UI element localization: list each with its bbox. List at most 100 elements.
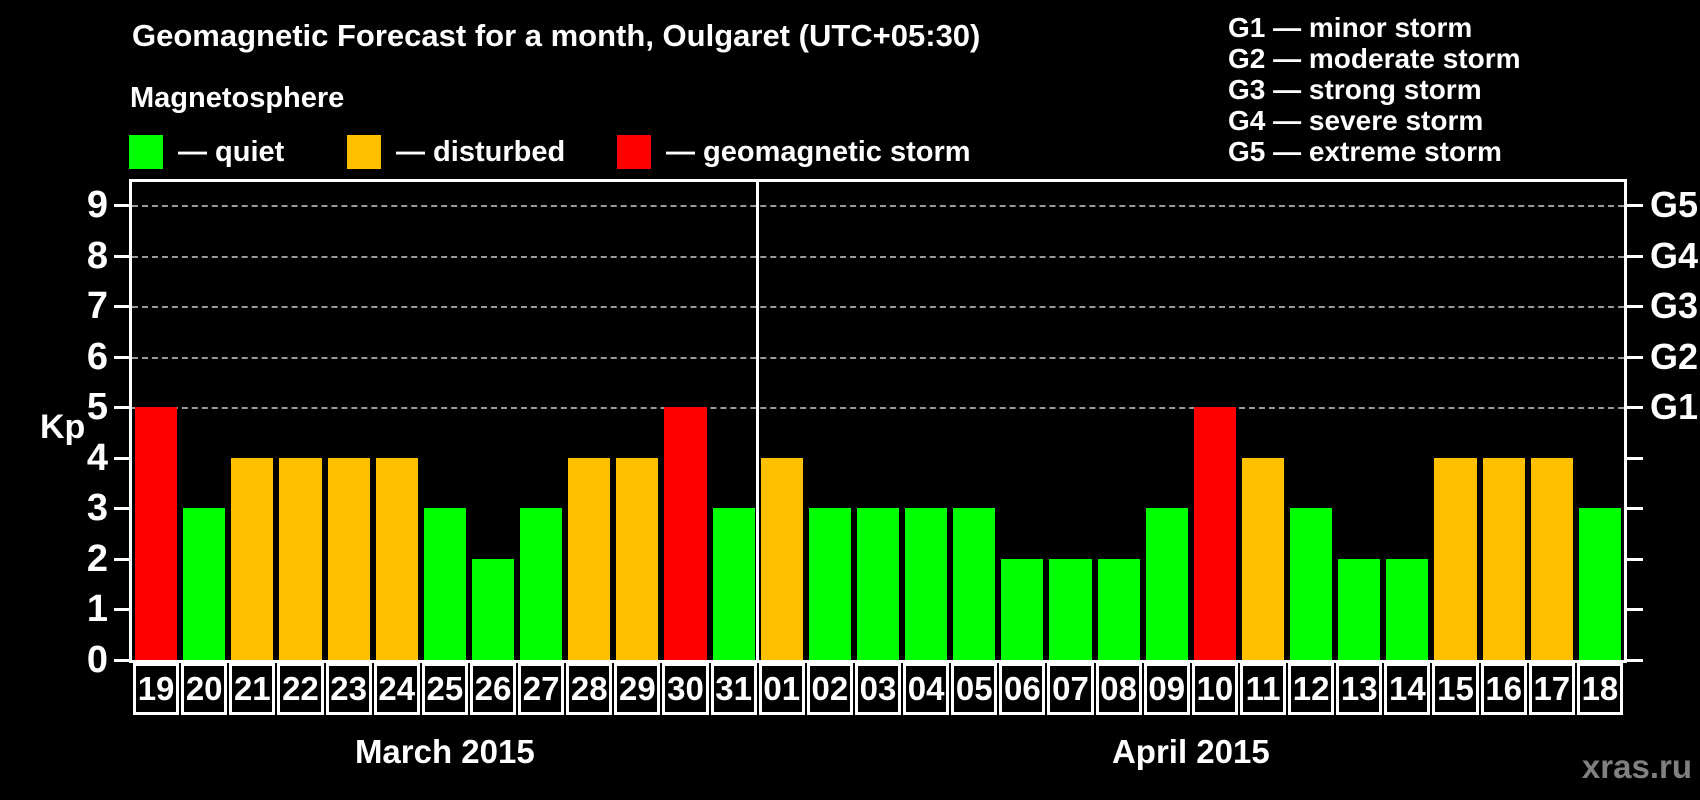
kp-bar-day-21 <box>231 457 274 660</box>
day-label-cell: 22 <box>277 663 324 715</box>
day-label-cell: 09 <box>1143 663 1190 715</box>
quiet-color-swatch <box>129 135 163 169</box>
kp-bar-day-09 <box>1145 508 1188 660</box>
left-axis-tick <box>114 204 130 207</box>
left-axis-tick <box>114 557 130 561</box>
right-axis-tick <box>1627 305 1643 309</box>
kp-bar-day-06 <box>1001 558 1044 660</box>
day-label-cell: 10 <box>1191 663 1238 715</box>
right-axis-tick <box>1627 659 1643 662</box>
kp-bar-day-13 <box>1338 558 1381 660</box>
g-level-label-G4: G4 <box>1650 234 1699 276</box>
disturbed-color-swatch <box>347 135 381 169</box>
legend-label-quiet: — quiet <box>178 135 285 168</box>
kp-bar-day-12 <box>1290 508 1333 660</box>
kp-bar-day-19 <box>135 407 178 660</box>
grid-line-kp7 <box>132 306 1624 309</box>
legend-item-disturbed: — disturbed <box>347 135 565 169</box>
day-label-cell: 14 <box>1384 663 1431 715</box>
day-label-cell: 08 <box>1095 663 1142 715</box>
kp-tick-label-9: 9 <box>86 184 108 226</box>
right-axis-tick <box>1627 204 1643 207</box>
month-divider <box>756 182 760 660</box>
right-axis-tick <box>1627 608 1643 612</box>
kp-tick-label-1: 1 <box>86 588 108 631</box>
kp-bar-day-01 <box>760 457 803 660</box>
day-label-cell: 18 <box>1576 663 1623 715</box>
g5-legend-line: G5 — extreme storm <box>1228 136 1502 167</box>
right-axis-tick <box>1627 456 1643 460</box>
day-label-cell: 15 <box>1432 663 1479 715</box>
day-label-cell: 28 <box>566 663 613 715</box>
day-label-cell: 02 <box>806 663 853 715</box>
kp-tick-label-8: 8 <box>86 234 108 277</box>
day-label-cell: 23 <box>325 663 372 715</box>
kp-tick-label-7: 7 <box>86 285 108 328</box>
kp-bar-day-26 <box>471 558 515 660</box>
storm-color-swatch <box>617 135 651 169</box>
kp-bar-day-22 <box>279 457 322 660</box>
month-label: March 2015 <box>354 733 535 770</box>
kp-tick-label-6: 6 <box>86 335 108 378</box>
kp-bar-day-18 <box>1578 508 1621 660</box>
right-axis-tick <box>1627 254 1643 258</box>
left-axis-tick <box>114 355 130 359</box>
kp-bar-day-02 <box>808 508 851 660</box>
day-label-cell: 11 <box>1239 663 1287 715</box>
kp-tick-label-3: 3 <box>86 487 108 530</box>
left-axis-tick <box>114 305 130 309</box>
plot-area <box>129 179 1627 663</box>
g3-legend-line: G3 — strong storm <box>1228 74 1482 105</box>
kp-bar-day-27 <box>520 508 563 660</box>
day-label-cell: 03 <box>854 663 902 715</box>
page-title: Geomagnetic Forecast for a month, Oulgar… <box>132 18 981 53</box>
g-level-label-G5: G5 <box>1650 184 1699 225</box>
magnetosphere-label: Magnetosphere <box>130 82 345 114</box>
kp-bar-day-08 <box>1097 558 1140 660</box>
grid-line-kp9 <box>132 205 1624 207</box>
kp-bar-day-28 <box>568 457 611 660</box>
left-axis-tick <box>114 608 130 612</box>
day-label-cell: 12 <box>1288 663 1335 715</box>
kp-bar-day-17 <box>1530 457 1573 660</box>
kp-tick-label-2: 2 <box>86 537 108 580</box>
day-label-cell: 20 <box>181 663 228 715</box>
kp-bar-day-23 <box>327 457 370 660</box>
day-label-cell: 01 <box>758 663 805 715</box>
kp-bar-day-05 <box>953 508 996 660</box>
kp-bar-day-14 <box>1386 558 1429 660</box>
kp-bar-day-20 <box>183 508 226 660</box>
kp-bar-day-15 <box>1434 457 1477 660</box>
kp-bar-day-10 <box>1193 407 1236 660</box>
grid-line-kp5 <box>132 407 1624 410</box>
day-label-cell: 21 <box>229 663 276 715</box>
day-label-cell: 06 <box>999 663 1046 715</box>
day-label-cell: 27 <box>518 663 565 715</box>
right-axis-tick <box>1627 507 1643 511</box>
grid-line-kp8 <box>132 255 1624 258</box>
left-axis-tick <box>114 659 130 662</box>
kp-bar-day-16 <box>1482 457 1525 660</box>
left-axis-tick <box>114 406 130 410</box>
day-label-cell: 07 <box>1047 663 1094 715</box>
watermark: xras.ru <box>1581 748 1692 785</box>
month-label: April 2015 <box>1111 733 1270 770</box>
kp-bar-day-07 <box>1049 558 1092 660</box>
kp-bar-day-25 <box>423 508 466 660</box>
legend-label-storm: — geomagnetic storm <box>666 135 971 168</box>
day-label-cell: 29 <box>614 663 661 715</box>
day-label-cell: 05 <box>951 663 998 715</box>
kp-tick-label-5: 5 <box>86 386 108 429</box>
day-label-cell: 13 <box>1336 663 1383 715</box>
right-axis-tick <box>1627 355 1643 359</box>
kp-tick-label-4: 4 <box>86 436 108 479</box>
day-label-cell: 24 <box>373 663 420 715</box>
day-label-cell: 16 <box>1480 663 1527 715</box>
g4-legend-line: G4 — severe storm <box>1228 105 1484 136</box>
kp-bar-day-29 <box>616 457 659 660</box>
legend-label-disturbed: — disturbed <box>396 135 566 168</box>
right-axis-tick <box>1627 557 1643 561</box>
day-label-cell: 26 <box>469 663 517 715</box>
left-axis-tick <box>114 456 130 460</box>
